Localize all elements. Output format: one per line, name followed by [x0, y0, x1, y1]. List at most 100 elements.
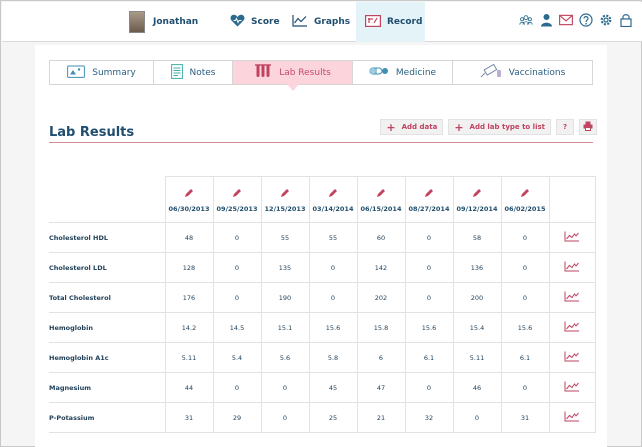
- table-row: Cholesterol HDL 48 0 55 55 60 0 58 0: [49, 222, 596, 253]
- lab-value-cell: 0: [404, 222, 453, 253]
- graph-column-header: [548, 176, 596, 223]
- graph-cell: [548, 282, 596, 313]
- person-icon[interactable]: [539, 13, 553, 27]
- date-column[interactable]: 03/14/2014: [308, 176, 357, 223]
- date-column[interactable]: 06/02/2015: [500, 176, 549, 223]
- tab-medicine[interactable]: Medicine: [353, 61, 453, 84]
- nav-record[interactable]: Record: [356, 2, 425, 42]
- lab-value-cell: 15.6: [404, 312, 453, 343]
- trend-graph-icon[interactable]: [564, 291, 580, 304]
- tab-label: Lab Results: [279, 67, 331, 78]
- lock-icon[interactable]: [619, 13, 633, 27]
- date-column[interactable]: 09/12/2014: [452, 176, 501, 223]
- table-row: P-Potassium 31 29 0 25 21 32 0 31: [49, 402, 596, 433]
- tab-summary[interactable]: Summary: [50, 61, 154, 84]
- lab-value-cell: 15.4: [452, 312, 501, 343]
- date-column[interactable]: 09/25/2013: [212, 176, 261, 223]
- heart-icon: [230, 14, 245, 30]
- tab-label: Vaccinations: [508, 67, 566, 78]
- date-column[interactable]: 08/27/2014: [404, 176, 453, 223]
- nav-graphs-label: Graphs: [314, 17, 351, 27]
- nav-score-label: Score: [251, 17, 280, 27]
- pencil-icon[interactable]: [472, 188, 482, 198]
- mail-icon[interactable]: [559, 13, 573, 27]
- trend-graph-icon[interactable]: [564, 351, 580, 364]
- lab-value-cell: 0: [212, 372, 261, 403]
- nav-graphs[interactable]: Graphs: [292, 2, 350, 42]
- lab-type-name: Hemoglobin A1c: [49, 342, 165, 373]
- user-profile[interactable]: Jonathan: [129, 11, 198, 33]
- trend-graph-icon[interactable]: [564, 411, 580, 424]
- plus-icon: +: [454, 120, 464, 134]
- pencil-icon[interactable]: [280, 188, 290, 198]
- pencil-icon[interactable]: [328, 188, 338, 198]
- lab-value-cell: 0: [212, 222, 261, 253]
- help-button[interactable]: ?: [556, 119, 574, 135]
- lab-value-cell: 142: [356, 252, 405, 283]
- lab-value-cell: 14.2: [164, 312, 213, 343]
- help-label: ?: [562, 123, 568, 131]
- table-corner: [49, 177, 165, 223]
- table-row: Hemoglobin A1c 5.11 5.4 5.6 5.8 6 6.1 5.11 6.1: [49, 342, 596, 373]
- date-label: 06/15/2014: [360, 205, 402, 213]
- date-column[interactable]: 06/15/2014: [356, 176, 405, 223]
- lab-actions: + Add data + Add lab type to list ?: [380, 119, 597, 135]
- lab-value-cell: 15.8: [356, 312, 405, 343]
- table-row: Magnesium 44 0 0 45 47 0 46 0: [49, 372, 596, 403]
- trend-graph-icon[interactable]: [564, 231, 580, 244]
- pencil-icon[interactable]: [520, 188, 530, 198]
- lab-value-cell: 15.6: [308, 312, 357, 343]
- date-column[interactable]: 06/30/2013: [164, 176, 213, 223]
- trend-graph-icon[interactable]: [564, 381, 580, 394]
- lab-value-cell: 60: [356, 222, 405, 253]
- lab-value-cell: 0: [212, 252, 261, 283]
- lab-results-table: 06/30/2013 09/25/2013 12/15/2013 03/14/2…: [49, 176, 596, 433]
- tab-lab-results[interactable]: Lab Results: [233, 61, 353, 91]
- record-tabs: Summary Notes Lab Results Medicine: [49, 60, 593, 91]
- lab-value-cell: 0: [308, 252, 357, 283]
- tab-label: Notes: [189, 67, 216, 78]
- lab-value-cell: 135: [260, 252, 309, 283]
- lab-value-cell: 58: [452, 222, 501, 253]
- lab-value-cell: 0: [500, 222, 549, 253]
- print-button[interactable]: [579, 119, 597, 135]
- add-lab-type-label: Add lab type to list: [469, 123, 545, 131]
- summary-icon: [67, 65, 86, 81]
- username: Jonathan: [153, 17, 199, 27]
- pencil-icon[interactable]: [376, 188, 386, 198]
- help-icon[interactable]: [579, 13, 593, 27]
- tab-notes[interactable]: Notes: [154, 61, 233, 84]
- date-column[interactable]: 12/15/2013: [260, 176, 309, 223]
- pencil-icon[interactable]: [424, 188, 434, 198]
- lab-value-cell: 0: [500, 252, 549, 283]
- lab-type-name: Hemoglobin: [49, 312, 165, 343]
- lab-value-cell: 200: [452, 282, 501, 313]
- add-data-button[interactable]: + Add data: [380, 119, 444, 135]
- date-label: 09/25/2013: [216, 205, 258, 213]
- tab-label: Summary: [92, 67, 136, 78]
- lab-value-cell: 0: [452, 402, 501, 433]
- lab-value-cell: 44: [164, 372, 213, 403]
- group-icon[interactable]: [519, 13, 533, 27]
- lab-value-cell: 5.6: [260, 342, 309, 373]
- lab-value-cell: 0: [260, 402, 309, 433]
- lab-value-cell: 55: [308, 222, 357, 253]
- lab-value-cell: 5.8: [308, 342, 357, 373]
- trend-graph-icon[interactable]: [564, 261, 580, 274]
- lab-value-cell: 14.5: [212, 312, 261, 343]
- lab-value-cell: 202: [356, 282, 405, 313]
- nav-score[interactable]: Score: [230, 2, 280, 42]
- add-lab-type-button[interactable]: + Add lab type to list: [448, 119, 551, 135]
- pencil-icon[interactable]: [232, 188, 242, 198]
- gear-icon[interactable]: [599, 13, 613, 27]
- pills-icon: [369, 65, 389, 80]
- table-header-row: 06/30/2013 09/25/2013 12/15/2013 03/14/2…: [49, 176, 596, 223]
- pencil-icon[interactable]: [184, 188, 194, 198]
- trend-graph-icon[interactable]: [564, 321, 580, 334]
- lab-value-cell: 176: [164, 282, 213, 313]
- lab-value-cell: 190: [260, 282, 309, 313]
- tab-vaccinations[interactable]: Vaccinations: [453, 61, 592, 84]
- date-label: 06/30/2013: [168, 205, 210, 213]
- medical-record-icon: [365, 14, 382, 30]
- lab-value-cell: 0: [404, 372, 453, 403]
